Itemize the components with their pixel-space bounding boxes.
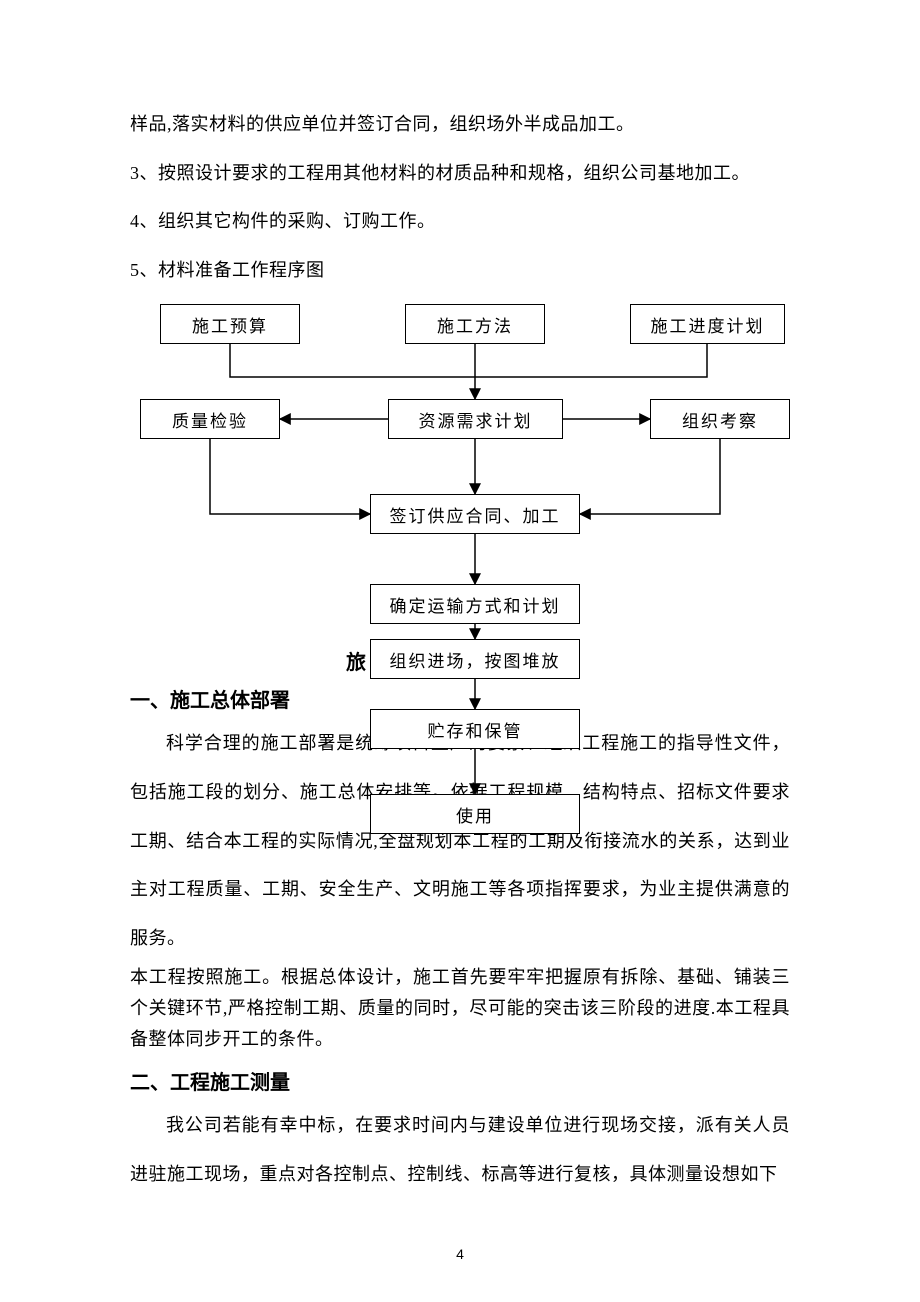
paragraph: 本工程按照施工。根据总体设计，施工首先要牢牢把握原有拆除、基础、铺装三个关键环节… (130, 962, 790, 1054)
document-page: 样品,落实材料的供应单位并签订合同，组织场外半成品加工。 3、按照设计要求的工程… (0, 0, 920, 1258)
flowchart-node-n4: 质量检验 (140, 399, 280, 439)
flowchart-node-n11: 使用 (370, 794, 580, 834)
flowchart-node-n2: 施工方法 (405, 304, 545, 344)
material-prep-flowchart: 旅 施工预算 施工方法 施工进度计划质量检验 资源需求计划 组织考察签订供应合同、加工确… (130, 304, 790, 824)
flowchart-node-n1: 施工预算 (160, 304, 300, 344)
stray-glyph: 旅 (346, 646, 366, 675)
paragraph: 5、材料准备工作程序图 (130, 246, 790, 295)
flowchart-node-n7: 签订供应合同、加工 (370, 494, 580, 534)
paragraph: 样品,落实材料的供应单位并签订合同，组织场外半成品加工。 (130, 100, 790, 149)
heading-survey: 二、工程施工测量 (130, 1066, 790, 1095)
flowchart-node-n3: 施工进度计划 (630, 304, 785, 344)
flowchart-node-n9: 组织进场，按图堆放 (370, 639, 580, 679)
paragraph: 我公司若能有幸中标，在要求时间内与建设单位进行现场交接，派有关人员进驻施工现场，… (130, 1101, 790, 1198)
flowchart-node-n6: 组织考察 (650, 399, 790, 439)
page-number: 4 (0, 1246, 920, 1262)
flowchart-node-n5: 资源需求计划 (388, 399, 563, 439)
paragraph: 3、按照设计要求的工程用其他材料的材质品种和规格，组织公司基地加工。 (130, 149, 790, 198)
flowchart-node-n10: 贮存和保管 (370, 709, 580, 749)
flowchart-node-n8: 确定运输方式和计划 (370, 584, 580, 624)
paragraph: 4、组织其它构件的采购、订购工作。 (130, 197, 790, 246)
